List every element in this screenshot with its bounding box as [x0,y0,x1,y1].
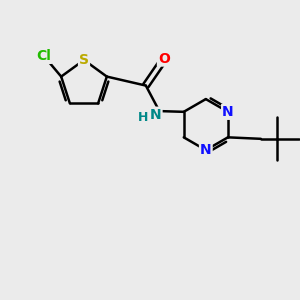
Text: N: N [222,105,234,119]
Text: S: S [79,53,89,67]
Text: Cl: Cl [36,49,51,63]
Text: N: N [150,108,161,122]
Text: O: O [158,52,170,66]
Text: N: N [200,143,212,157]
Text: H: H [138,111,148,124]
